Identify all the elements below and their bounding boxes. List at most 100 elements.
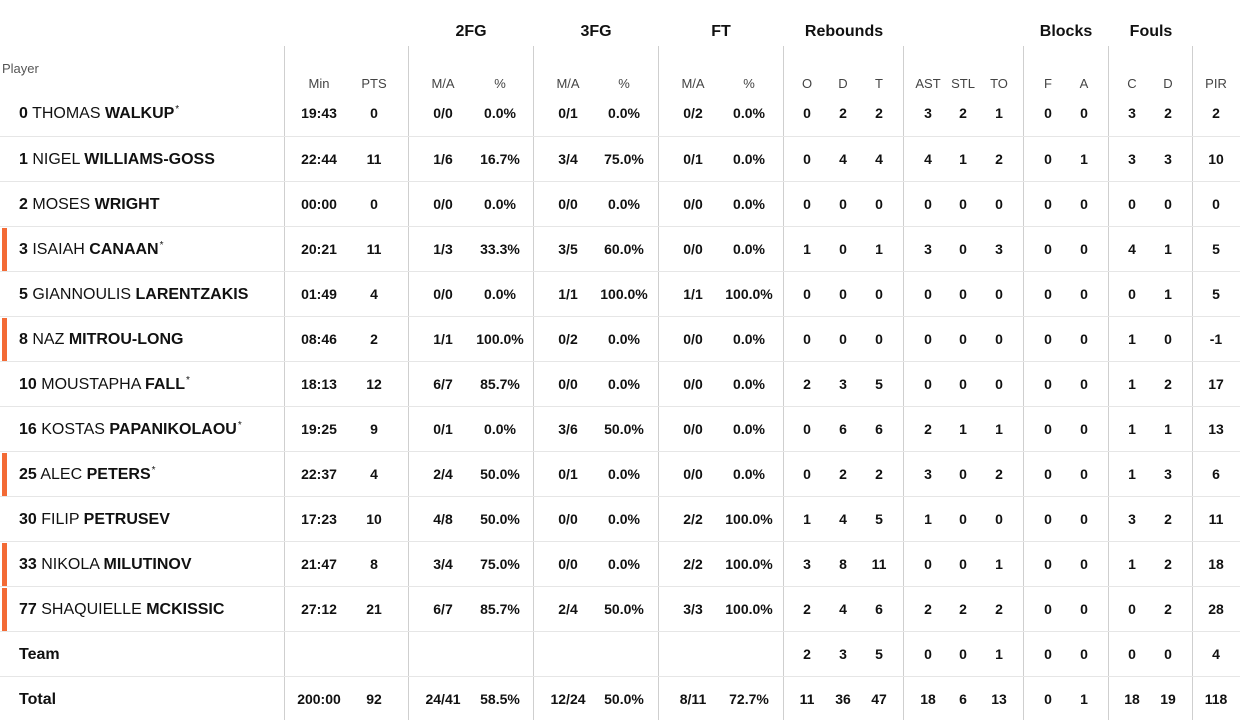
header-blk-f: F [1044, 76, 1052, 91]
stat-reb-o: 2 [803, 601, 811, 617]
stat-min: 01:49 [301, 286, 337, 302]
stat-stl: 0 [959, 646, 967, 662]
player-number: 25 [19, 466, 37, 483]
stat-fg3-pct: 50.0% [604, 601, 644, 617]
player-number: 33 [19, 556, 37, 573]
stat-fg3-pct: 75.0% [604, 151, 644, 167]
header-3fg-pct: % [618, 76, 630, 91]
stat-ft-pct: 0.0% [733, 466, 765, 482]
stat-reb-d: 4 [839, 511, 847, 527]
stat-reb-t: 5 [875, 646, 883, 662]
stat-pts: 0 [370, 196, 378, 212]
stat-blk-a: 0 [1080, 286, 1088, 302]
stat-ast: 0 [924, 556, 932, 572]
stat-pir: 18 [1208, 556, 1224, 572]
table-row: 8 NAZ MITROU-LONG 08:46 2 1/1 100.0% 0/2 0.0% 0… [0, 316, 1240, 361]
player-first-name: SHAQUIELLE [41, 601, 142, 618]
stat-fg3-ma: 0/2 [558, 331, 578, 347]
row-accent-bar [2, 318, 7, 361]
header-stl: STL [951, 76, 975, 91]
stat-fg3-ma: 2/4 [558, 601, 578, 617]
stat-blk-f: 0 [1044, 241, 1052, 257]
player-first-name: MOUSTAPHA [41, 376, 141, 393]
player-number: 1 [19, 151, 28, 168]
player-name-cell: 33 NIKOLA MILUTINOV [19, 542, 192, 587]
stat-fg3-ma: 0/0 [558, 196, 578, 212]
stat-ft-ma: 2/2 [683, 556, 703, 572]
stat-reb-o: 2 [803, 646, 811, 662]
stat-to: 3 [995, 241, 1003, 257]
header-reb-o: O [801, 76, 813, 91]
player-name-cell: 2 MOSES WRIGHT [19, 182, 159, 227]
player-last-name: MITROU-LONG [68, 331, 184, 348]
stat-min: 18:13 [301, 376, 337, 392]
column-divider [1108, 46, 1109, 720]
stat-pir: 6 [1212, 466, 1220, 482]
stat-fg2-pct: 100.0% [476, 331, 524, 347]
stat-fg3-pct: 50.0% [604, 421, 644, 437]
stat-pir: 10 [1208, 151, 1224, 167]
stat-fg2-ma: 0/1 [433, 421, 453, 437]
header-blocks: Blocks [1039, 23, 1093, 40]
stat-ast: 0 [924, 196, 932, 212]
stat-fl-d: 2 [1164, 556, 1172, 572]
player-number: 77 [19, 601, 37, 618]
stat-blk-f: 0 [1044, 511, 1052, 527]
stat-stl: 2 [959, 105, 967, 121]
stat-reb-o: 0 [803, 466, 811, 482]
stat-fl-d: 19 [1160, 691, 1176, 707]
stat-reb-o: 1 [803, 241, 811, 257]
stat-blk-f: 0 [1044, 601, 1052, 617]
player-name-cell: 10 MOUSTAPHA FALL* [19, 362, 190, 407]
stat-ast: 3 [924, 466, 932, 482]
stat-ft-pct: 100.0% [725, 601, 773, 617]
player-name-cell: 3 ISAIAH CANAAN* [19, 227, 164, 272]
stat-fg3-pct: 0.0% [608, 466, 640, 482]
stat-blk-f: 0 [1044, 421, 1052, 437]
stat-fl-d: 0 [1164, 646, 1172, 662]
stat-reb-o: 2 [803, 376, 811, 392]
stat-ast: 18 [920, 691, 936, 707]
stat-to: 2 [995, 466, 1003, 482]
header-min: Min [308, 76, 330, 91]
stat-fl-c: 0 [1128, 601, 1136, 617]
stat-pts: 8 [370, 556, 378, 572]
stat-to: 0 [995, 331, 1003, 347]
stat-ast: 0 [924, 376, 932, 392]
stat-ft-pct: 0.0% [733, 421, 765, 437]
stat-ast: 1 [924, 511, 932, 527]
stat-blk-a: 0 [1080, 376, 1088, 392]
stat-blk-f: 0 [1044, 105, 1052, 121]
stat-pts: 92 [366, 691, 382, 707]
stat-blk-a: 0 [1080, 511, 1088, 527]
column-divider [533, 46, 534, 720]
stat-reb-t: 0 [875, 331, 883, 347]
stat-reb-t: 2 [875, 105, 883, 121]
stat-pir: -1 [1209, 331, 1223, 347]
column-divider [1192, 46, 1193, 720]
stat-reb-o: 0 [803, 105, 811, 121]
stat-stl: 2 [959, 601, 967, 617]
player-first-name: FILIP [41, 511, 80, 528]
stat-pts: 4 [370, 286, 378, 302]
stat-to: 1 [995, 646, 1003, 662]
stat-pts: 0 [370, 105, 378, 121]
starter-mark: * [151, 464, 156, 476]
player-first-name: GIANNOULIS [32, 286, 132, 303]
header-2fg-pct: % [494, 76, 506, 91]
stat-stl: 0 [959, 331, 967, 347]
stat-blk-f: 0 [1044, 691, 1052, 707]
stat-reb-o: 3 [803, 556, 811, 572]
stat-fg2-pct: 0.0% [484, 196, 516, 212]
table-row: 33 NIKOLA MILUTINOV 21:47 8 3/4 75.0% 0/0 0.0%… [0, 541, 1240, 586]
stat-fg2-ma: 1/6 [433, 151, 453, 167]
stat-ft-ma: 0/0 [683, 421, 703, 437]
stat-fg2-ma: 2/4 [433, 466, 453, 482]
stat-to: 1 [995, 105, 1003, 121]
stat-ft-pct: 100.0% [725, 511, 773, 527]
player-name-cell: 16 KOSTAS PAPANIKOLAOU* [19, 407, 242, 452]
stat-reb-t: 47 [871, 691, 887, 707]
stat-fg2-pct: 85.7% [480, 601, 520, 617]
player-name-cell: 30 FILIP PETRUSEV [19, 497, 170, 542]
column-divider [284, 46, 285, 720]
